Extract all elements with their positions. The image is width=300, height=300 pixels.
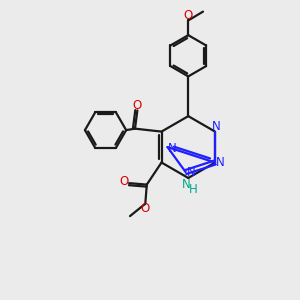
Text: N: N <box>168 142 177 155</box>
Text: N: N <box>212 120 221 133</box>
Text: N: N <box>182 178 190 191</box>
Text: H: H <box>189 183 198 196</box>
Text: O: O <box>141 202 150 215</box>
Text: O: O <box>184 9 193 22</box>
Text: O: O <box>133 99 142 112</box>
Text: O: O <box>119 175 129 188</box>
Text: N: N <box>216 156 224 169</box>
Text: N: N <box>187 166 195 178</box>
